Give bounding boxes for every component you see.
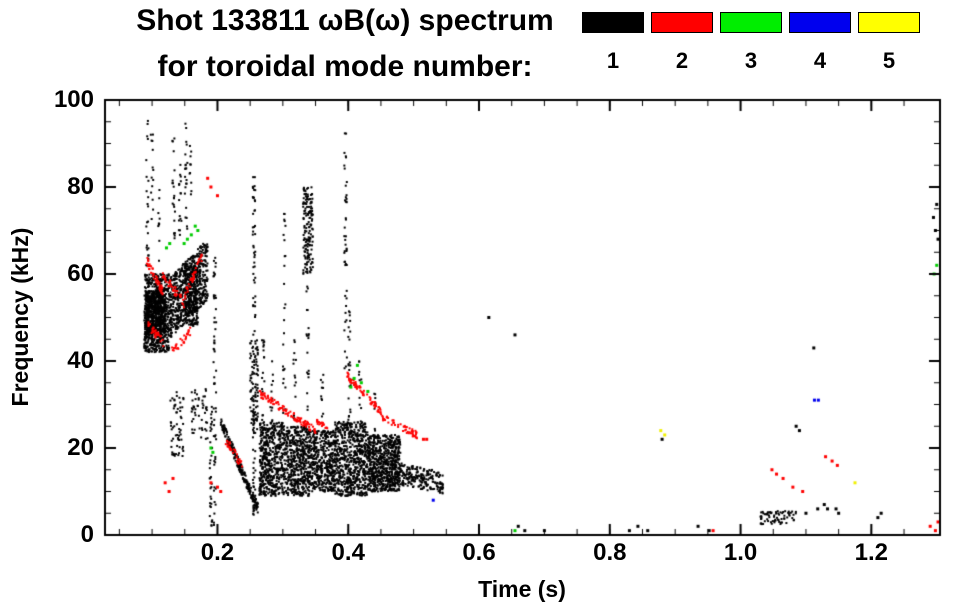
x-tick-label: 0.4 (331, 539, 365, 566)
y-axis-title: Frequency (kHz) (7, 227, 33, 407)
x-tick-label: 1.0 (723, 539, 758, 566)
y-tick-label: 20 (67, 434, 94, 461)
y-tick-label: 60 (67, 260, 94, 287)
y-tick-label: 0 (80, 521, 94, 548)
x-tick-label: 0.8 (593, 539, 627, 566)
x-tick-label: 1.2 (854, 539, 889, 566)
x-tick-label: 0.6 (462, 539, 496, 566)
y-tick-label: 40 (67, 347, 94, 374)
y-tick-label: 80 (67, 173, 94, 200)
x-tick-label: 0.2 (200, 539, 235, 566)
x-axis-title: Time (s) (478, 576, 566, 602)
y-tick-label: 100 (53, 86, 94, 113)
